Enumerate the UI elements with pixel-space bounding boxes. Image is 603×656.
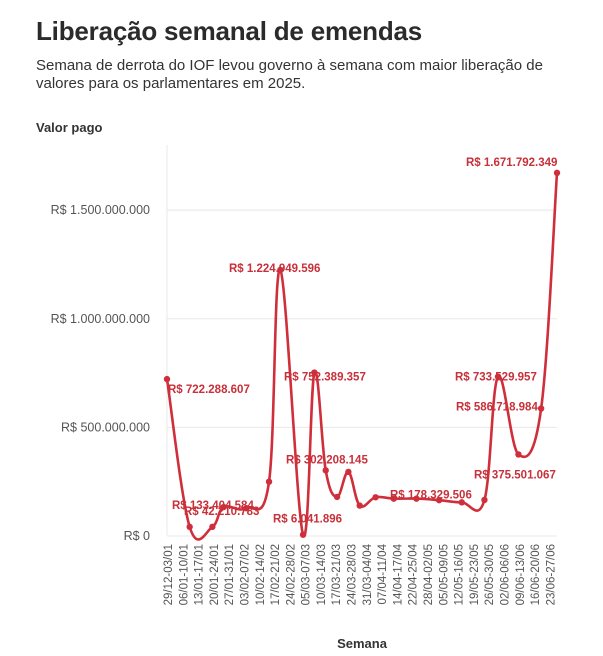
x-tick-label: 05/05-09/05: [438, 544, 450, 605]
data-point: [494, 373, 502, 380]
y-axis-ticks: R$ 0 R$ 500.000.000 R$ 1.000.000.000 R$ 1.5…: [51, 203, 150, 543]
chart-subtitle: Semana de derrota do IOF levou governo à…: [36, 57, 543, 92]
y-tick-label: R$ 1.500.000.000: [51, 203, 150, 217]
x-tick-label: 17/03-21/03: [331, 544, 343, 605]
data-point: [481, 496, 488, 504]
data-label: R$ 586.718.984: [456, 402, 538, 414]
data-label: R$ 1.224.949.596: [229, 263, 320, 275]
x-tick-label: 07/04-11/04: [377, 543, 389, 604]
x-tick-label: 31/03-04/04: [362, 543, 374, 605]
x-tick-label: 27/01-31/01: [224, 544, 236, 605]
data-point: [311, 369, 318, 376]
data-label: R$ 133.404.584: [172, 500, 254, 512]
data-point: [220, 503, 227, 511]
data-label: R$ 178.329.506: [390, 489, 472, 501]
chart-title: Liberação semanal de emendas: [36, 16, 423, 46]
x-axis-title: Semana: [337, 636, 388, 651]
data-label: R$ 6.041.896: [273, 514, 342, 526]
x-tick-label: 05/03-07/03: [301, 544, 313, 605]
series-line: [165, 171, 559, 541]
data-label: R$ 1.671.792.349: [466, 157, 557, 169]
x-tick-label: 22/04-25/04: [408, 543, 420, 605]
x-tick-label: 03/02-07/02: [239, 544, 251, 605]
data-label: R$ 302.208.145: [286, 454, 368, 466]
data-point: [277, 266, 284, 274]
data-point: [345, 468, 352, 476]
data-point: [390, 495, 397, 502]
x-tick-label: 20/01-24/01: [209, 544, 221, 605]
data-point: [209, 523, 216, 531]
data-label: R$ 733.529.957: [455, 372, 537, 384]
x-tick-label: 06/01-10/01: [178, 544, 190, 605]
data-point: [537, 405, 545, 412]
x-tick-label: 13/01-17/01: [194, 544, 206, 605]
data-point: [322, 467, 329, 474]
data-point: [356, 502, 363, 509]
x-tick-label: 19/05-23/05: [469, 544, 481, 605]
data-point: [553, 169, 561, 177]
x-tick-label: 10/03-14/03: [316, 544, 328, 605]
data-point: [458, 499, 465, 506]
data-point: [435, 496, 443, 504]
data-point: [186, 523, 193, 531]
series-markers: [163, 169, 561, 538]
data-label: R$ 752.389.357: [284, 372, 366, 384]
data-label: R$ 375.501.067: [474, 469, 556, 481]
x-tick-label: 23/06-27/06: [545, 544, 557, 605]
data-label: R$ 42.210.783: [184, 506, 259, 518]
data-point: [265, 478, 273, 485]
x-tick-label: 09/06-13/06: [515, 544, 527, 605]
y-tick-label: R$ 0: [124, 529, 150, 543]
x-tick-label: 14/04-17/04: [392, 543, 404, 605]
data-point: [413, 495, 420, 502]
x-tick-label: 26/05-30/05: [484, 544, 496, 605]
data-point: [299, 531, 307, 538]
data-point: [163, 375, 171, 383]
x-axis-ticks: 29/12-03/01 06/01-10/01 13/01-17/01 20/01-2…: [163, 543, 557, 605]
data-point: [515, 451, 522, 458]
x-tick-label: 02/06-06/06: [499, 544, 511, 605]
y-axis-title: Valor pago: [36, 120, 103, 135]
x-tick-label: 10/02-14/02: [255, 544, 267, 605]
data-label: R$ 722.288.607: [168, 384, 250, 396]
x-tick-label: 28/04-02/05: [423, 544, 435, 605]
y-tick-label: R$ 500.000.000: [61, 420, 150, 434]
x-tick-label: 29/12-03/01: [163, 544, 175, 605]
x-tick-label: 17/02-21/02: [270, 544, 282, 605]
x-tick-label: 24/02-28/02: [285, 544, 297, 605]
data-point: [372, 494, 379, 501]
x-tick-label: 16/06-20/06: [530, 544, 542, 605]
data-point: [333, 493, 341, 501]
x-tick-label: 24/03-28/03: [347, 544, 359, 605]
data-point: [243, 504, 250, 512]
x-tick-label: 12/05-16/05: [454, 544, 466, 605]
y-tick-label: R$ 1.000.000.000: [51, 312, 150, 326]
gridlines: [166, 145, 557, 537]
